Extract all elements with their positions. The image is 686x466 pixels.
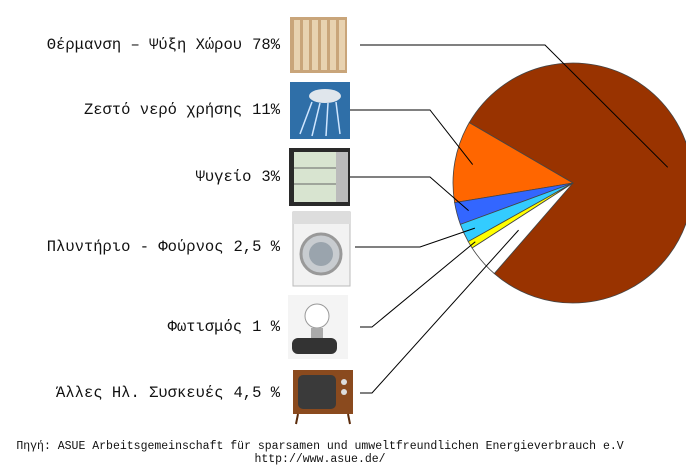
slice-label: Ψυγείο 3%: [196, 168, 281, 186]
fridge-icon: [289, 148, 350, 206]
category-label: Ζεστό νερό χρήσης: [84, 101, 242, 119]
value-label: 1 %: [252, 318, 281, 336]
slice-label: Ζεστό νερό χρήσης 11%: [84, 101, 281, 119]
value-label: 11%: [252, 101, 281, 119]
value-label: 2,5 %: [233, 238, 280, 256]
leader-line: [360, 229, 519, 394]
pie: [452, 62, 686, 304]
source-url: http://www.asue.de/: [254, 453, 385, 466]
category-label: Πλυντήριο - Φούρνος: [47, 238, 224, 256]
pie-slice: [452, 122, 575, 204]
leader-line: [360, 241, 476, 328]
slice-label: Φωτισμός 1 %: [168, 318, 281, 336]
leader-lines: [350, 44, 669, 394]
tv-icon: [293, 370, 353, 425]
leader-line: [350, 176, 469, 211]
pie-slice: [468, 62, 686, 304]
category-label: Φωτισμός: [168, 318, 242, 336]
value-label: 3%: [261, 168, 280, 186]
source: Πηγή: ASUE Arbeitsgemeinschaft für spars…: [16, 440, 623, 453]
slice-label: Άλλες Ηλ. Συσκευές 4,5 %: [56, 384, 281, 402]
bulb-icon: [288, 295, 348, 359]
radiator-icon: [290, 17, 347, 73]
leader-line: [355, 227, 476, 248]
leader-line: [360, 44, 669, 168]
slice-label: Πλυντήριο - Φούρνος 2,5 %: [47, 238, 281, 256]
slice-label: Θέρμανση – Ψύξη Χώρου 78%: [47, 36, 281, 54]
value-label: 78%: [252, 36, 281, 54]
value-label: 4,5 %: [233, 384, 280, 402]
category-label: Θέρμανση – Ψύξη Χώρου: [47, 36, 242, 54]
category-label: Ψυγείο: [196, 168, 252, 186]
pie-slice: [471, 182, 574, 275]
leader-line: [350, 109, 474, 165]
washer-icon: [292, 211, 351, 287]
category-label: Άλλες Ηλ. Συσκευές: [56, 384, 223, 402]
shower-icon: [290, 82, 350, 139]
icons: [288, 17, 353, 425]
